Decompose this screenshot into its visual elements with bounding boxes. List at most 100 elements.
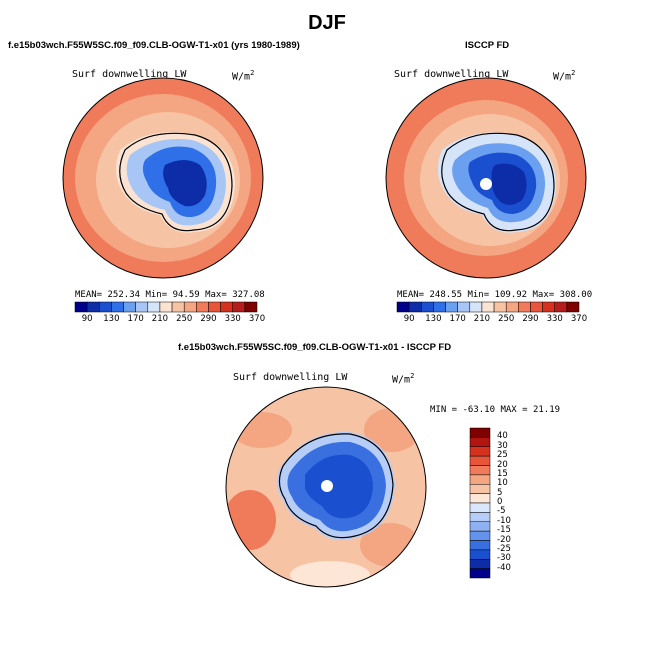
- map-3-coastline: [278, 433, 394, 539]
- colorbar-swatch: [469, 465, 491, 476]
- colorbar-tick-label: -5: [497, 506, 506, 517]
- colorbar-swatch: [86, 301, 100, 313]
- colorbar-swatch: [74, 301, 88, 313]
- colorbar-swatch: [469, 502, 491, 513]
- colorbar-swatch: [433, 301, 446, 313]
- colorbar-tick-label: 170: [127, 314, 144, 324]
- map-2-pole-hole: [480, 178, 492, 190]
- colorbar-tick-label: 0: [497, 497, 503, 507]
- colorbar-tick-label: 210: [473, 314, 491, 324]
- colorbar-swatch: [469, 484, 491, 494]
- panel-2-stats: MEAN= 248.55 Min= 109.92 Max= 308.00: [397, 290, 592, 300]
- colorbar-swatch: [99, 301, 112, 313]
- colorbar-swatch: [171, 301, 185, 313]
- map-3-border: [225, 386, 427, 588]
- colorbar-swatch: [518, 301, 531, 313]
- panel-1-min-label: Min=: [145, 290, 168, 300]
- panel-2-mean-label: MEAN=: [397, 290, 425, 300]
- panel-2-min: 109.92: [494, 290, 528, 300]
- panel-3-title: f.e15b03wch.F55W5SC.f09_f09.CLB-OGW-T1-x…: [178, 342, 452, 353]
- colorbar-swatch: [469, 512, 491, 522]
- colorbar-tick-label: 370: [248, 314, 266, 324]
- map-2-field: [386, 78, 586, 278]
- panel-2-title: ISCCP FD: [465, 40, 510, 51]
- colorbar-swatch: [469, 549, 491, 560]
- colorbar-tick-label: 290: [200, 314, 217, 324]
- colorbar-swatch: [493, 301, 507, 313]
- colorbar-swatch: [159, 301, 173, 313]
- colorbar-swatch: [196, 301, 209, 313]
- colorbar-swatch: [111, 301, 124, 313]
- colorbar-tick-label: 20: [497, 459, 508, 470]
- colorbar-tick-label: 330: [546, 314, 563, 324]
- colorbar-swatch: [469, 568, 491, 579]
- colorbar-swatch: [135, 301, 149, 313]
- colorbar-swatch: [421, 301, 434, 313]
- colorbar-tick-label: -25: [497, 543, 511, 554]
- panel-2-max-label: Max=: [532, 290, 555, 300]
- colorbar-swatch: [566, 301, 580, 313]
- colorbar-swatch: [505, 301, 519, 313]
- colorbar-tick-label: 90: [81, 314, 93, 324]
- colorbar-tick-label: -10: [497, 515, 511, 526]
- colorbar-tick-label: 5: [497, 487, 503, 498]
- colorbar-swatch: [208, 301, 221, 313]
- colorbar-swatch: [469, 540, 491, 551]
- panel-1-min: 94.59: [172, 290, 200, 300]
- colorbar-swatch: [220, 301, 233, 313]
- panel-3-stats: MIN = -63.10 MAX = 21.19: [430, 405, 561, 415]
- colorbar-swatch: [469, 530, 491, 541]
- colorbar-tick-label: 30: [497, 440, 508, 451]
- colorbar-tick-label: 40: [497, 431, 508, 442]
- colorbar-swatch: [469, 437, 491, 447]
- panel-1-max: 327.08: [232, 290, 265, 300]
- colorbar-1: [74, 301, 258, 313]
- map-3-diff-core: [305, 454, 373, 519]
- panel-2-min-label: Min=: [467, 290, 490, 300]
- colorbar-swatch: [469, 559, 491, 569]
- colorbar-swatch: [469, 427, 491, 438]
- colorbar-tick-label: 370: [570, 314, 588, 324]
- colorbar-swatch: [469, 455, 491, 466]
- colorbar-swatch: [232, 301, 246, 313]
- colorbar-tick-label: 210: [151, 314, 169, 324]
- colorbar-tick-label: 25: [497, 450, 508, 461]
- colorbar-tick-label: 250: [176, 314, 193, 324]
- panel-1-mean-label: MEAN=: [75, 290, 103, 300]
- colorbar-swatch: [542, 301, 555, 313]
- map-1-field: [63, 78, 263, 278]
- colorbar-swatch: [481, 301, 495, 313]
- panel-3-units: W/m2: [392, 372, 415, 386]
- colorbar-2: [396, 301, 580, 313]
- colorbar-swatch: [147, 301, 161, 313]
- colorbar-tick-label: -20: [497, 534, 511, 545]
- panel-3-variable: Surf downwelling LW: [233, 372, 348, 383]
- colorbar-tick-label: 130: [425, 314, 442, 324]
- colorbar-tick-label: 90: [403, 314, 415, 324]
- colorbar-tick-label: 330: [224, 314, 241, 324]
- colorbar-swatch: [183, 301, 197, 313]
- panel-1-title: f.e15b03wch.F55W5SC.f09_f09.CLB-OGW-T1-x…: [8, 40, 300, 51]
- map-3-field: [226, 387, 426, 587]
- map-3-pole-hole: [321, 480, 333, 492]
- map-2-coastline: [441, 132, 555, 232]
- colorbar-swatch: [396, 301, 410, 313]
- colorbar-swatch: [469, 521, 491, 532]
- colorbar-tick-label: 15: [497, 468, 508, 479]
- map-1-border: [62, 77, 264, 279]
- colorbar-swatch: [445, 301, 458, 313]
- colorbar-swatch: [408, 301, 422, 313]
- panel-1-units: W/m2: [232, 69, 255, 83]
- colorbar-swatch: [123, 301, 136, 313]
- colorbar-tick-label: 170: [449, 314, 466, 324]
- panel-1-mean: 252.34: [107, 290, 141, 300]
- map-3-patch-e: [290, 561, 370, 587]
- colorbar-tick-label: 290: [522, 314, 539, 324]
- colorbar-tick-label: 250: [498, 314, 515, 324]
- map-3-patch-a: [232, 412, 292, 448]
- map-2-ice-sheet-core: [491, 163, 527, 205]
- panel-2-mean: 248.55: [429, 290, 463, 300]
- colorbar-tick-label: 10: [497, 478, 508, 489]
- colorbar-swatch: [554, 301, 568, 313]
